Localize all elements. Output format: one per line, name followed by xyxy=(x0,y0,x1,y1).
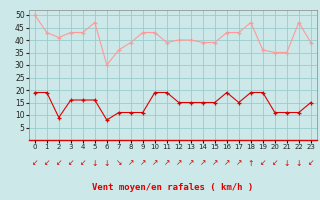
Text: ↗: ↗ xyxy=(236,158,242,168)
Text: ↓: ↓ xyxy=(284,158,290,168)
Text: ↓: ↓ xyxy=(92,158,98,168)
Text: ↙: ↙ xyxy=(272,158,278,168)
Text: ↗: ↗ xyxy=(152,158,158,168)
Text: Vent moyen/en rafales ( km/h ): Vent moyen/en rafales ( km/h ) xyxy=(92,184,253,192)
Text: ↙: ↙ xyxy=(56,158,62,168)
Text: ↗: ↗ xyxy=(200,158,206,168)
Text: ↙: ↙ xyxy=(80,158,86,168)
Text: ↙: ↙ xyxy=(68,158,74,168)
Text: ↓: ↓ xyxy=(296,158,302,168)
Text: ↗: ↗ xyxy=(164,158,170,168)
Text: ↑: ↑ xyxy=(248,158,254,168)
Text: ↗: ↗ xyxy=(140,158,146,168)
Text: ↗: ↗ xyxy=(212,158,218,168)
Text: ↘: ↘ xyxy=(116,158,122,168)
Text: ↗: ↗ xyxy=(128,158,134,168)
Text: ↗: ↗ xyxy=(224,158,230,168)
Text: ↓: ↓ xyxy=(104,158,110,168)
Text: ↙: ↙ xyxy=(32,158,38,168)
Text: ↗: ↗ xyxy=(176,158,182,168)
Text: ↙: ↙ xyxy=(260,158,266,168)
Text: ↗: ↗ xyxy=(188,158,194,168)
Text: ↙: ↙ xyxy=(44,158,50,168)
Text: ↙: ↙ xyxy=(308,158,314,168)
